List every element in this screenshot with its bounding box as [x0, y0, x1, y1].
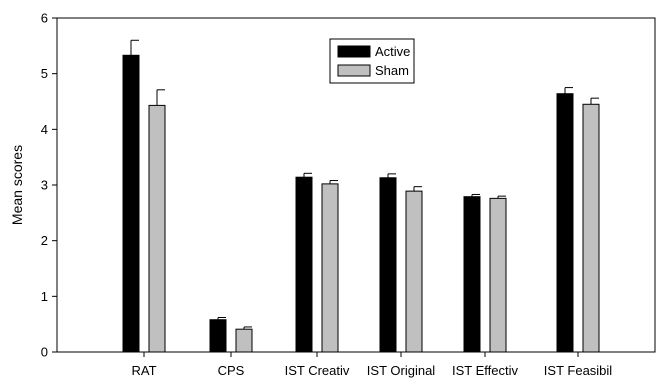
y-axis-label: Mean scores [9, 145, 25, 225]
bar-active-5 [556, 93, 574, 353]
bar-sham-5 [582, 103, 600, 353]
y-tick-label-0: 0 [41, 345, 48, 360]
axes-layer: 0 1 2 3 4 5 6 RAT CPS IST Creativ IST Original IST … [41, 11, 656, 378]
y-tick-label-6: 6 [41, 11, 48, 26]
y-tick-label-5: 5 [41, 66, 48, 81]
bar-active-4 [463, 196, 481, 353]
legend: Active Sham [329, 38, 415, 84]
bar-active-2 [295, 176, 313, 353]
bar-active-3 [379, 177, 397, 353]
bar-sham-2 [321, 183, 339, 353]
legend-items: Active Sham [337, 44, 410, 78]
bar-active-0 [122, 54, 140, 353]
legend-label-sham: Sham [375, 63, 409, 78]
x-tick-label-4: IST Effectiv [452, 363, 518, 378]
x-tick-label-3: IST Original [367, 363, 436, 378]
bar-sham-4 [489, 197, 507, 353]
legend-label-active: Active [375, 44, 410, 59]
x-tick-label-1: CPS [218, 363, 245, 378]
y-tick-label-1: 1 [41, 289, 48, 304]
x-tick-label-0: RAT [131, 363, 156, 378]
x-tick-label-2: IST Creativ [285, 363, 350, 378]
legend-swatch-active [337, 45, 371, 58]
y-tick-label-3: 3 [41, 178, 48, 193]
bar-active-1 [209, 319, 227, 353]
x-tick-label-5: IST Feasibil [544, 363, 613, 378]
bars-layer [122, 39, 600, 353]
legend-swatch-sham [337, 64, 371, 77]
bar-sham-3 [405, 190, 423, 353]
bar-sham-1 [235, 328, 253, 353]
y-tick-label-4: 4 [41, 122, 48, 137]
bar-sham-0 [148, 104, 166, 353]
y-tick-label-2: 2 [41, 233, 48, 248]
